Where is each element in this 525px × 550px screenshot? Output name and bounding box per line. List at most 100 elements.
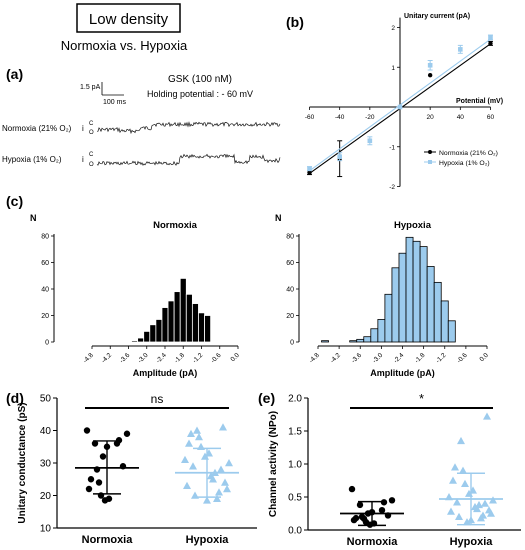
data-point-normoxia <box>380 499 388 506</box>
data-point-normoxia <box>388 497 396 504</box>
x-tick-label: -4.2 <box>329 352 342 365</box>
y-tick-label: 40 <box>41 287 49 294</box>
histogram-bar <box>447 320 456 343</box>
x-axis-label: Amplitude (pA) <box>370 368 435 378</box>
x-tick-label: -2.4 <box>392 352 405 365</box>
data-point-normoxia <box>307 170 312 175</box>
hypoxia-trace-label: Hypoxia (1% O₂) <box>2 155 62 164</box>
data-point-hypoxia <box>195 433 203 441</box>
iv-plot: -60 -40 -20 20 40 60 2 1 -1 -2 Unitary current (pA… <box>305 13 503 191</box>
data-point-hypoxia <box>461 479 469 487</box>
legend-marker-normoxia <box>428 150 432 154</box>
category-label: Hypoxia <box>186 534 230 546</box>
data-point-hypoxia <box>181 455 189 463</box>
x-tick-label: 0.0 <box>229 352 241 364</box>
data-point-hypoxia <box>191 491 199 499</box>
x-tick-label: -4.8 <box>308 352 321 365</box>
histogram-bar <box>370 328 379 343</box>
histogram-bar <box>131 340 139 343</box>
data-point-hypoxia <box>487 509 495 517</box>
hypoxia-i-label: i <box>82 155 84 164</box>
y-tick-label: 30 <box>40 459 52 470</box>
histogram-bar <box>349 340 358 343</box>
panel-d: (d) 10 20 30 40 50 Unitary conductance (pS) No… <box>6 390 257 546</box>
histogram-bar <box>161 307 169 343</box>
data-point-normoxia <box>93 466 101 473</box>
x-tick-label: 40 <box>457 114 465 121</box>
y-axis-label: N <box>275 213 282 223</box>
y-tick-label: 20 <box>41 313 49 320</box>
data-point-normoxia <box>101 497 109 504</box>
data-point-hypoxia <box>197 442 205 450</box>
histogram-bar <box>167 300 175 343</box>
x-tick-label: -3.6 <box>118 352 131 365</box>
y-tick-label: 1.5 <box>288 427 302 438</box>
y-tick-label: 0.0 <box>288 526 302 537</box>
x-tick-label: -4.2 <box>100 352 113 365</box>
data-point-hypoxia <box>445 493 453 501</box>
histogram-bar <box>398 252 407 343</box>
histogram-bar <box>419 246 428 343</box>
density-box <box>76 3 181 33</box>
histogram-bar <box>204 315 212 343</box>
legend-label-hypoxia: Hypoxia (1% O₂) <box>439 160 490 167</box>
panel-b-letter: (b) <box>286 14 304 30</box>
histogram-bar <box>198 312 205 343</box>
data-point-hypoxia <box>481 499 489 507</box>
data-point-hypoxia <box>221 478 229 486</box>
data-point-hypoxia <box>453 498 461 506</box>
data-point-normoxia <box>87 476 95 483</box>
x-tick-label: -20 <box>365 114 375 121</box>
conductance-plot: 10 20 30 40 50 Unitary conductance (pS) Normox… <box>17 392 257 546</box>
y-tick-label: 0 <box>290 340 294 347</box>
histogram-bar <box>391 267 400 343</box>
data-point-hypoxia <box>397 104 403 110</box>
y-tick-label: 2.0 <box>288 394 302 405</box>
histogram-bar <box>179 277 187 343</box>
x-tick-label: -60 <box>305 114 315 121</box>
data-point-hypoxia <box>449 476 457 484</box>
data-point-hypoxia <box>183 481 191 489</box>
data-point-normoxia <box>103 443 111 450</box>
panel-c-letter: (c) <box>6 193 23 209</box>
data-point-hypoxia <box>215 488 223 496</box>
histogram-bar <box>363 336 372 343</box>
data-point-hypoxia <box>201 452 209 460</box>
x-tick-label: -4.8 <box>82 352 95 365</box>
x-tick-label: -3.0 <box>137 352 150 365</box>
data-point-hypoxia <box>459 466 467 474</box>
histogram-bar <box>173 291 181 343</box>
x-tick-label: -40 <box>335 114 345 121</box>
histogram-title: Normoxia <box>153 220 198 231</box>
y-tick-label: -2 <box>389 184 395 191</box>
comparison-title: Normoxia vs. Hypoxia <box>61 38 188 53</box>
data-point-hypoxia <box>189 462 197 470</box>
histogram-hypoxia: N Hypoxia 0 20 40 60 80 -4.8 -4.2 -3.6 -3.0 -2.4 -1.… <box>275 213 490 378</box>
hypoxia-open-label: O <box>89 162 94 168</box>
header: Low density Normoxia vs. Hypoxia <box>61 3 188 53</box>
x-tick-label: -0.6 <box>456 352 469 365</box>
y-tick-label: 10 <box>40 524 52 535</box>
x-tick-label: -1.2 <box>435 352 448 365</box>
y-tick-label: 20 <box>286 313 294 320</box>
holding-potential-label: Holding potential : - 60 mV <box>147 89 253 99</box>
histogram-bar <box>384 293 393 343</box>
data-point-hypoxia <box>451 463 459 471</box>
legend-label-normoxia: Normoxia (21% O₂) <box>439 150 498 157</box>
data-point-hypoxia <box>477 514 485 522</box>
y-tick-label: 40 <box>40 426 52 437</box>
data-point-hypoxia <box>455 512 463 520</box>
drug-label: GSK (100 nM) <box>168 74 232 85</box>
panel-a: (a) 1.5 pA 100 ms GSK (100 nM) Holding p… <box>2 66 281 168</box>
histogram-bar <box>377 319 386 343</box>
panel-d-letter: (d) <box>6 390 24 406</box>
data-point-normoxia <box>366 521 374 528</box>
panel-e-letter: (e) <box>258 390 275 406</box>
data-point-normoxia <box>378 507 386 514</box>
data-point-hypoxia <box>465 489 473 497</box>
histogram-bar <box>440 300 449 343</box>
density-label: Low density <box>89 11 169 28</box>
data-point-hypoxia <box>483 412 491 420</box>
data-point-hypoxia <box>457 436 465 445</box>
